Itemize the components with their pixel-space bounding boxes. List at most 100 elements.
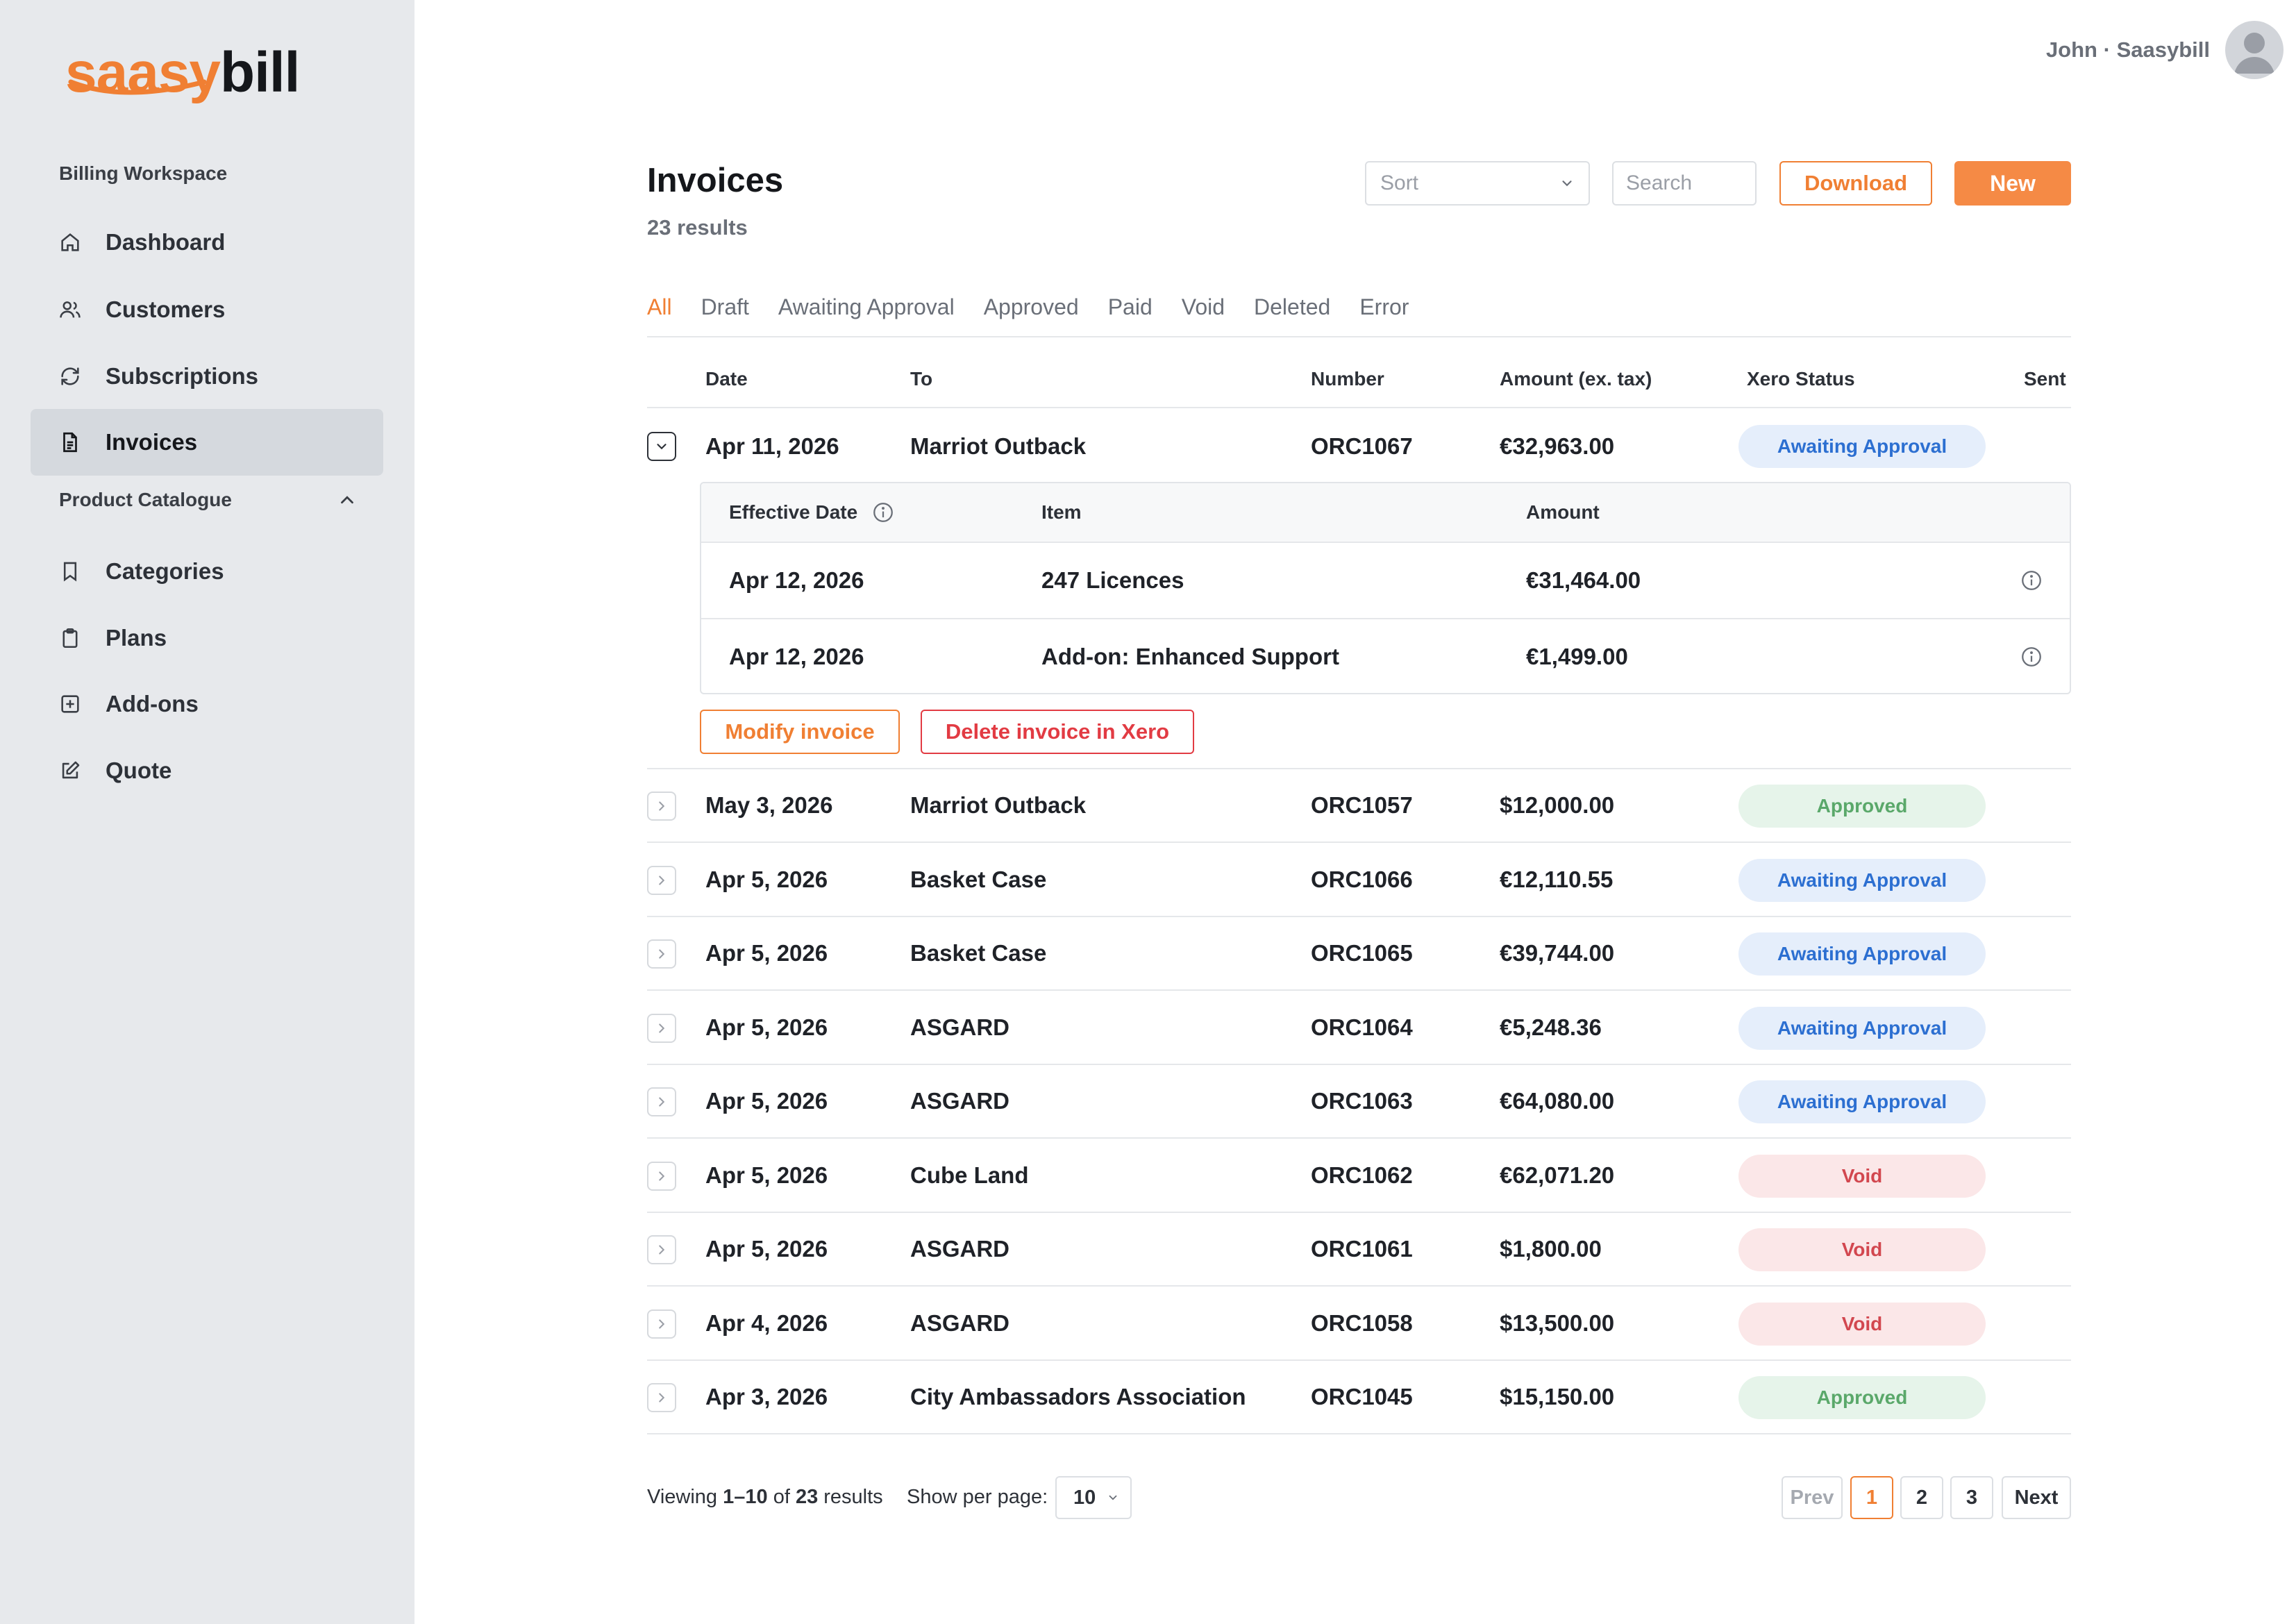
row-date: May 3, 2026 [705,792,833,818]
line-column-item: Item [1041,501,1082,523]
column-header-sent[interactable]: Sent [2024,368,2066,390]
table-row[interactable]: Apr 5, 2026 ASGARD ORC1061 $1,800.00 Void [647,1213,2071,1287]
tab-draft[interactable]: Draft [701,294,749,319]
sidebar-item-label: Customers [106,296,226,322]
row-number: ORC1063 [1311,1088,1413,1114]
tab-all[interactable]: All [647,294,672,319]
sidebar-item-dashboard[interactable]: Dashboard [31,209,383,276]
modify-invoice-button[interactable]: Modify invoice [700,710,900,754]
tab-paid[interactable]: Paid [1107,294,1153,319]
table-row-expanded[interactable]: Apr 11, 2026 Marriot Outback ORC1067 €32… [647,411,2071,482]
row-expand-toggle[interactable] [647,866,676,895]
column-header-date[interactable]: Date [705,368,748,390]
tab-awaiting-approval[interactable]: Awaiting Approval [778,294,955,319]
sort-select[interactable]: Sort [1365,161,1590,206]
tab-deleted[interactable]: Deleted [1254,294,1331,319]
pagination-page-3[interactable]: 3 [1950,1476,1993,1519]
chevron-right-icon [659,1097,665,1107]
row-number: ORC1061 [1311,1236,1413,1262]
chevron-right-icon [659,1245,665,1255]
row-expand-toggle[interactable] [647,792,676,821]
row-customer: ASGARD [910,1088,1010,1114]
row-number: ORC1045 [1311,1384,1413,1409]
row-expand-toggle[interactable] [647,1235,676,1264]
sidebar-item-subscriptions[interactable]: Subscriptions [31,343,383,410]
table-row[interactable]: Apr 5, 2026 ASGARD ORC1063 €64,080.00 Awaiti… [647,1065,2071,1139]
row-amount: $15,150.00 [1500,1384,1615,1409]
delete-invoice-button[interactable]: Delete invoice in Xero [921,710,1194,754]
line-item: Add-on: Enhanced Support [1041,644,1339,669]
per-page-value: 10 [1073,1486,1096,1509]
row-expand-toggle[interactable] [647,1162,676,1191]
row-date: Apr 4, 2026 [705,1310,828,1336]
tab-error[interactable]: Error [1359,294,1409,319]
sidebar-item-invoices[interactable]: Invoices [31,409,383,476]
line-amount: €1,499.00 [1526,644,1628,669]
sidebar-item-label: Categories [106,558,224,584]
info-icon[interactable] [871,501,895,524]
user-avatar-icon [2234,33,2274,74]
row-amount: €64,080.00 [1500,1088,1615,1114]
logo-swoosh-icon [68,79,207,95]
row-expand-toggle[interactable] [647,939,676,969]
chevron-right-icon [659,1319,665,1329]
row-collapse-toggle[interactable] [647,432,676,461]
row-number: ORC1067 [1311,433,1413,459]
table-row[interactable]: Apr 5, 2026 Basket Case ORC1066 €12,110.55 A… [647,844,2071,917]
table-row[interactable]: Apr 4, 2026 ASGARD ORC1058 $13,500.00 Void [647,1287,2071,1361]
status-badge: Void [1738,1228,1986,1271]
row-amount: €62,071.20 [1500,1162,1615,1188]
column-header-amount[interactable]: Amount (ex. tax) [1500,368,1652,390]
chevron-down-icon [1562,181,1572,187]
row-date: Apr 3, 2026 [705,1384,828,1409]
column-header-to[interactable]: To [910,368,933,390]
user-menu[interactable]: John · Saasybill [2046,21,2284,79]
new-invoice-button[interactable]: New [1954,161,2071,206]
row-expand-toggle[interactable] [647,1309,676,1339]
pagination-next-button[interactable]: Next [2002,1476,2071,1519]
sidebar-item-add-ons[interactable]: Add-ons [31,671,383,737]
table-row[interactable]: Apr 5, 2026 Basket Case ORC1065 €39,744.00 A… [647,917,2071,991]
sidebar-item-plans[interactable]: Plans [31,605,383,671]
info-icon[interactable] [2020,569,2043,592]
table-row[interactable]: Apr 5, 2026 ASGARD ORC1064 €5,248.36 Awaitin… [647,991,2071,1065]
tab-approved[interactable]: Approved [983,294,1079,319]
status-badge: Awaiting Approval [1738,425,1986,468]
row-customer: ASGARD [910,1236,1010,1262]
table-row[interactable]: Apr 3, 2026 City Ambassadors Association O… [647,1361,2071,1434]
row-amount: $1,800.00 [1500,1236,1602,1262]
document-icon [58,430,82,454]
avatar[interactable] [2225,21,2284,79]
sidebar-item-quote[interactable]: Quote [31,737,383,804]
pagination-page-2[interactable]: 2 [1900,1476,1943,1519]
line-item-row: Apr 12, 2026 247 Licences €31,464.00 [701,543,2070,619]
row-expand-toggle[interactable] [647,1383,676,1412]
row-amount: €12,110.55 [1500,867,1614,892]
refresh-icon [58,365,82,388]
row-expand-toggle[interactable] [647,1014,676,1043]
column-header-number[interactable]: Number [1311,368,1384,390]
line-items-header: Effective Date Item Amount [701,483,2070,543]
home-icon [58,231,82,254]
search-input[interactable] [1612,161,1757,206]
sidebar-item-customers[interactable]: Customers [31,276,383,343]
row-amount: €5,248.36 [1500,1014,1602,1040]
pagination-page-1[interactable]: 1 [1850,1476,1893,1519]
table-row[interactable]: May 3, 2026 Marriot Outback ORC1057 $12,000… [647,769,2071,843]
sidebar-item-label: Add-ons [106,691,199,717]
status-tabs: All Draft Awaiting Approval Approved Pai… [647,294,1438,320]
table-row[interactable]: Apr 5, 2026 Cube Land ORC1062 €62,071.20 Voi… [647,1139,2071,1213]
tab-void[interactable]: Void [1181,294,1225,319]
row-number: ORC1065 [1311,940,1413,966]
sidebar-item-categories[interactable]: Categories [31,538,383,605]
row-customer: Marriot Outback [910,792,1087,818]
info-icon[interactable] [2020,645,2043,669]
download-button[interactable]: Download [1779,161,1932,206]
per-page-select[interactable]: 10 [1055,1476,1132,1519]
viewing-summary: Viewing 1–10 of 23 results [647,1486,883,1508]
row-divider [647,768,2071,769]
column-header-xero-status[interactable]: Xero Status [1747,368,1855,390]
row-expand-toggle[interactable] [647,1087,676,1116]
product-catalogue-toggle[interactable]: Product Catalogue [59,489,358,511]
pagination-prev-button[interactable]: Prev [1782,1476,1843,1519]
